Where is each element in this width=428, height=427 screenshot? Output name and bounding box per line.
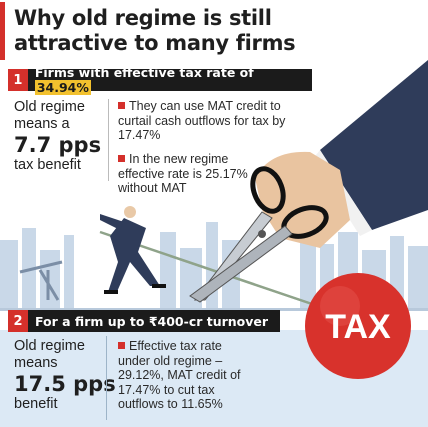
section1-number: 1	[8, 69, 28, 91]
section2-lead-line1: Old regime	[14, 338, 85, 354]
section1-header: 1 Firms with effective tax rate of 34.94…	[8, 65, 312, 95]
page-title: Why old regime is still attractive to ma…	[14, 6, 296, 55]
oil-pump	[19, 260, 63, 301]
section2-lead-value: 17.5 pps	[14, 372, 116, 396]
section2-lead: Old regime means 17.5 pps benefit	[14, 338, 116, 413]
tax-ball-label: TAX	[325, 308, 391, 346]
title-accent-bar	[0, 2, 5, 60]
section1-lead-line3: tax benefit	[14, 157, 81, 173]
section1-lead: Old regime means a 7.7 pps tax benefit	[14, 99, 101, 174]
section1-lead-line1: Old regime	[14, 99, 85, 115]
section1-bullet-2: In the new regime effective rate is 25.1…	[118, 152, 248, 195]
running-businessman	[100, 206, 166, 294]
section2-lead-line2: means	[14, 355, 58, 371]
section2-heading: For a firm up to ₹400-cr turnover	[35, 313, 269, 329]
bullet-square-icon	[118, 155, 125, 162]
section2-header: 2 For a firm up to ₹400-cr turnover	[8, 310, 280, 332]
section2-number: 2	[8, 310, 28, 332]
bullet-square-icon	[118, 342, 125, 349]
ground-line	[0, 308, 428, 311]
section2-divider	[106, 336, 107, 420]
suit-sleeve	[320, 60, 428, 230]
section1-divider	[108, 99, 109, 181]
section1-bullet-1: They can use MAT credit to curtail cash …	[118, 99, 286, 142]
section2-bullet: Effective tax rate under old regime – 29…	[118, 339, 241, 411]
rope-lower	[169, 255, 316, 306]
section1-heading: Firms with effective tax rate of 34.94%	[34, 65, 254, 95]
section1-lead-value: 7.7 pps	[14, 133, 102, 157]
bullet-square-icon	[118, 102, 125, 109]
section2-lead-line3: benefit	[14, 396, 58, 412]
scissors-icon	[189, 166, 329, 303]
section1-heading-highlight: 34.94%	[34, 80, 91, 95]
section1-lead-line2: means a	[14, 116, 70, 132]
